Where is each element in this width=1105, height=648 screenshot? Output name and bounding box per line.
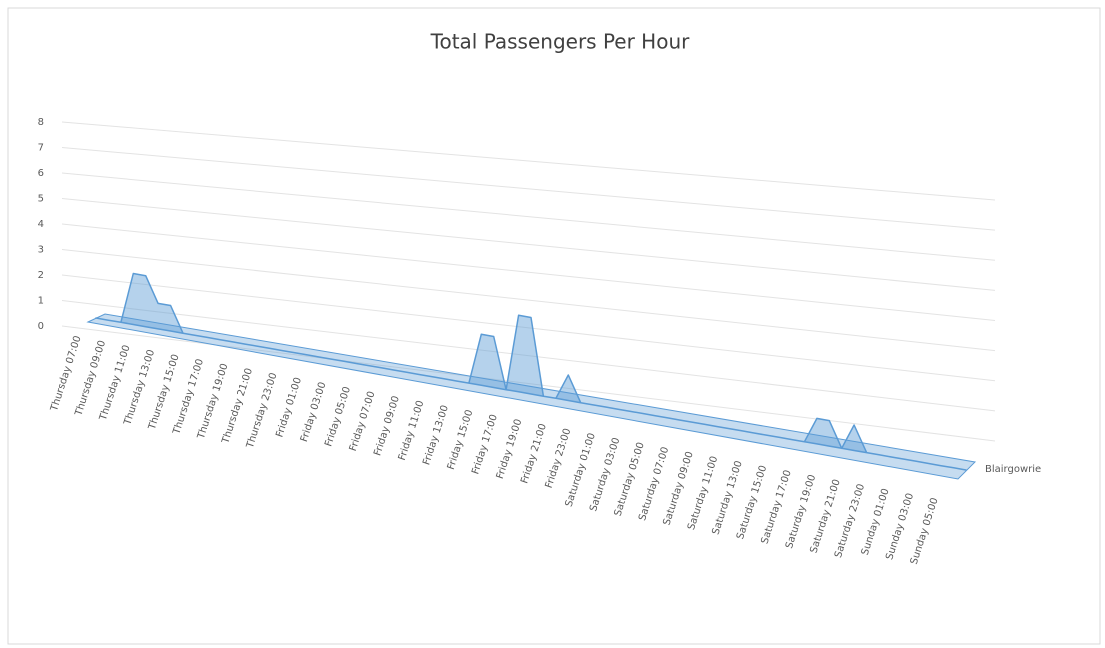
y-tick-label: 8 — [38, 117, 44, 128]
y-tick-label: 3 — [38, 245, 44, 256]
y-tick-label: 0 — [38, 321, 44, 332]
grid-line — [61, 300, 996, 412]
y-tick-label: 7 — [38, 143, 44, 154]
grid-line — [61, 249, 996, 352]
area — [95, 272, 967, 471]
grid-line — [61, 172, 996, 261]
y-tick-label: 4 — [38, 219, 44, 230]
grid-line — [61, 223, 996, 321]
grid-line — [61, 274, 996, 382]
grid-line — [61, 147, 996, 231]
chart-title: Total Passengers Per Hour — [430, 30, 690, 54]
y-tick-label: 1 — [38, 296, 44, 307]
y-tick-label: 2 — [38, 270, 44, 281]
grid-line — [61, 198, 996, 291]
y-tick-label: 5 — [38, 194, 44, 205]
chart-frame — [7, 7, 1101, 645]
grid-line — [61, 121, 996, 201]
y-tick-label: 6 — [38, 168, 44, 179]
series-label: Blairgowrie — [985, 464, 1041, 475]
